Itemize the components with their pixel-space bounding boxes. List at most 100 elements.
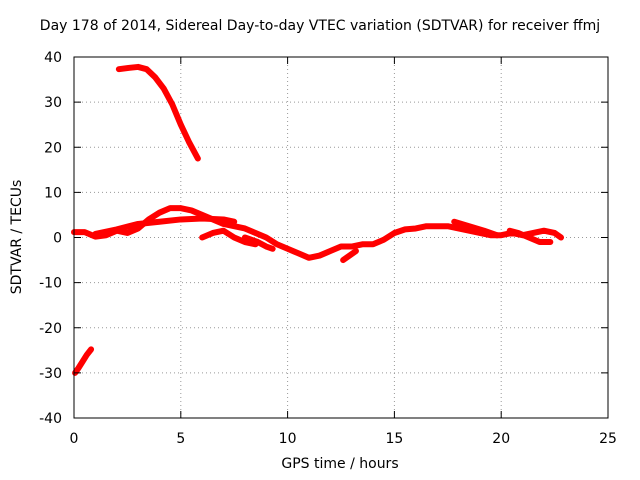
x-tick-label: 25 (599, 431, 617, 447)
data-point (515, 230, 521, 236)
series-arc-5 (199, 227, 259, 248)
data-point (526, 235, 532, 240)
y-tick-label: 40 (44, 50, 62, 66)
y-tick-label: 10 (44, 185, 62, 201)
data-point (285, 246, 291, 252)
data-point (231, 219, 237, 225)
data-point (455, 225, 461, 231)
y-axis-label: SDTVAR / TECUs (9, 179, 25, 295)
y-tick-label: -20 (39, 321, 62, 337)
data-point (530, 230, 536, 236)
y-tick-label: 0 (53, 231, 62, 247)
data-point (338, 244, 344, 250)
data-point (347, 253, 353, 259)
data-point (167, 205, 173, 211)
data-point (537, 239, 543, 245)
series-arc-2 (72, 346, 95, 376)
y-tick-label: 30 (44, 95, 62, 111)
data-point (84, 352, 90, 358)
x-tick-label: 10 (279, 431, 297, 447)
data-point (552, 230, 558, 236)
data-point (391, 230, 397, 236)
data-point (82, 229, 88, 235)
data-point (466, 223, 472, 229)
data-point (317, 253, 323, 259)
y-tick-label: 20 (44, 140, 62, 156)
data-point (178, 122, 184, 128)
data-point (210, 230, 216, 236)
series-arc-3 (71, 205, 565, 261)
data-point (221, 228, 227, 234)
data-point (144, 66, 150, 72)
x-tick-label: 15 (385, 431, 403, 447)
data-point (156, 219, 162, 225)
x-tick-label: 0 (70, 431, 79, 447)
x-tick-label: 20 (492, 431, 510, 447)
y-tick-label: -30 (39, 366, 62, 382)
data-point (445, 223, 451, 229)
data-point (306, 255, 312, 261)
data-point (114, 226, 120, 232)
data-point (195, 156, 201, 162)
data-point (381, 237, 387, 243)
data-layer (71, 63, 565, 376)
data-point (248, 237, 254, 243)
series-arc-9 (506, 227, 554, 246)
y-tick-label: -10 (39, 276, 62, 292)
series-arc-6 (241, 234, 276, 252)
series-trace (92, 215, 238, 237)
data-point (270, 246, 276, 252)
data-point (263, 235, 269, 240)
data-point (161, 86, 167, 92)
data-point (263, 244, 269, 250)
data-point (88, 346, 94, 352)
data-point (295, 250, 301, 256)
series-arc-7 (340, 248, 359, 264)
series-arc-1 (115, 63, 201, 162)
data-point (135, 221, 141, 227)
data-point (498, 232, 504, 238)
data-point (481, 228, 487, 234)
data-point (178, 216, 184, 222)
data-point (127, 65, 133, 71)
data-point (541, 228, 547, 234)
data-point (353, 248, 359, 254)
x-tick-label: 5 (176, 431, 185, 447)
data-point (253, 230, 259, 236)
data-point (75, 365, 81, 371)
y-tick-label: -40 (39, 411, 62, 427)
data-point (423, 223, 429, 229)
data-point (413, 225, 419, 231)
series-trace (451, 218, 500, 239)
data-point (494, 232, 500, 238)
data-point (169, 101, 175, 107)
data-point (451, 219, 457, 225)
data-point (349, 244, 355, 250)
data-point (80, 359, 86, 365)
series-arc-8 (451, 218, 500, 239)
data-point (199, 216, 205, 222)
data-point (221, 216, 227, 222)
data-point (402, 226, 408, 232)
data-point (507, 228, 513, 234)
data-point (547, 239, 553, 245)
data-point (242, 225, 248, 231)
data-point (274, 241, 280, 247)
data-point (186, 140, 192, 146)
data-point (199, 235, 205, 240)
data-point (231, 223, 237, 229)
series-arc-4 (92, 215, 238, 237)
series-trace (115, 63, 201, 162)
data-point (370, 241, 376, 247)
tick-layer: 0 5 10 15 20 25 40 30 20 10 0 -10 -20 -30 -40 (39, 50, 617, 447)
data-point (178, 205, 184, 211)
data-point (188, 207, 194, 213)
data-point (156, 210, 162, 216)
chart-title: Day 178 of 2014, Sidereal Day-to-day VTE… (39, 18, 601, 34)
data-point (124, 230, 130, 236)
data-point (327, 248, 333, 254)
data-point (135, 64, 141, 70)
data-point (92, 231, 98, 237)
data-point (434, 223, 440, 229)
